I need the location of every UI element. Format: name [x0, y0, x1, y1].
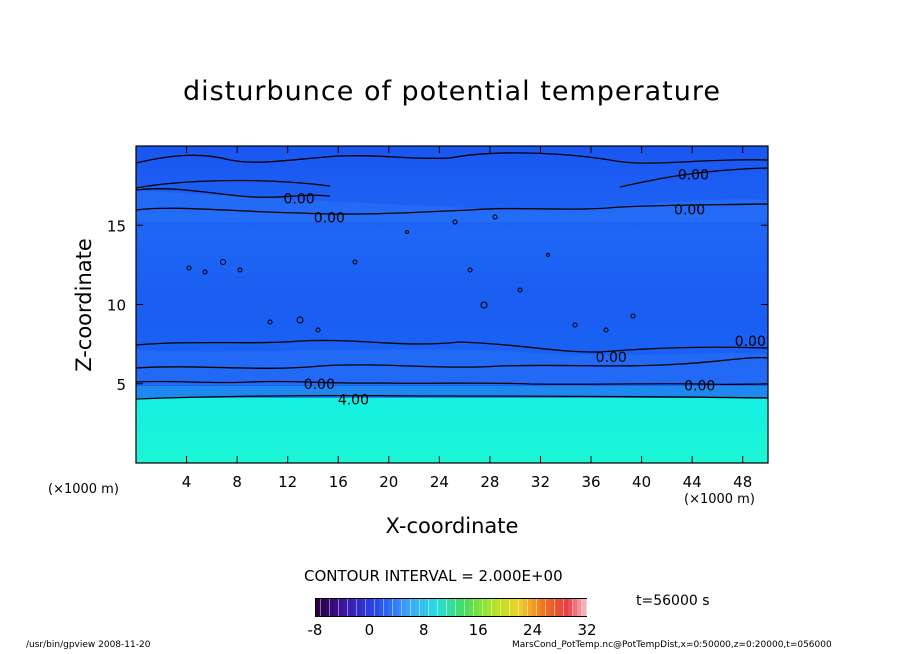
x-tick-label-7: 32 — [531, 473, 550, 491]
colorbar-tick-label-4: 24 — [523, 621, 543, 639]
colorbar — [315, 598, 587, 617]
x-tick-label-0: 4 — [182, 473, 192, 491]
contour-lines — [136, 152, 768, 400]
x-tick-label-9: 40 — [632, 473, 651, 491]
contour-interval-label: CONTOUR INTERVAL = 2.000E+00 — [304, 567, 563, 585]
x-axis-label: X-coordinate — [385, 514, 519, 538]
x-tick-label-8: 36 — [581, 473, 600, 491]
x-tick-label-3: 16 — [329, 473, 348, 491]
contour-label-3: 0.00 — [674, 202, 705, 218]
footer-left: /usr/bin/gpview 2008-11-20 — [26, 640, 151, 650]
colorbar-tick-label-3: 16 — [468, 621, 488, 639]
time-label: t=56000 s — [636, 593, 710, 609]
contour-label-group: 0.000.000.000.000.000.000.00 0.004.00 — [283, 168, 765, 409]
y-axis: 5 10 15 — [107, 217, 768, 394]
x-tick-label-2: 12 — [278, 473, 297, 491]
y-axis-label: Z-coordinate — [72, 238, 96, 372]
contour-label-7: 0.00 — [684, 378, 715, 394]
y-tick-label-0: 5 — [116, 376, 126, 394]
colorbar-tick-label-1: 0 — [364, 621, 375, 639]
colorbar-tick-label-2: 8 — [419, 621, 429, 639]
contour-label-6: 0.00 — [304, 377, 335, 393]
y-axis-unit: (×1000 m) — [48, 482, 119, 497]
contour-label-0: 0.00 — [283, 191, 314, 207]
contour-blobs — [186, 214, 636, 333]
y-tick-label-1: 10 — [107, 297, 126, 315]
chart-title: disturbunce of potential temperature — [183, 76, 721, 107]
colorbar-cell — [581, 599, 587, 616]
contour-label-5: 0.00 — [596, 350, 627, 366]
transition-band — [136, 386, 768, 398]
contour-label-4: 0.00 — [735, 334, 766, 350]
x-tick-label-1: 8 — [232, 473, 242, 491]
contour-label-1: 0.00 — [314, 210, 345, 226]
contour-label-2: 0.00 — [678, 168, 709, 184]
footer-right: MarsCond_PotTemp.nc@PotTempDist,x=0:5000… — [512, 640, 832, 650]
colorbar-tick-label-5: 32 — [577, 621, 597, 639]
upper-band — [136, 190, 768, 222]
x-axis-unit: (×1000 m) — [684, 492, 755, 507]
y-tick-label-2: 15 — [107, 217, 126, 235]
x-tick-label-10: 44 — [683, 473, 702, 491]
contour-label-8: 4.00 — [338, 393, 369, 409]
x-tick-label-6: 28 — [480, 473, 499, 491]
x-tick-label-4: 20 — [379, 473, 398, 491]
x-tick-label-5: 24 — [430, 473, 449, 491]
x-tick-label-11: 48 — [733, 473, 752, 491]
lower-field — [136, 398, 768, 463]
colorbar-tick-label-0: -8 — [307, 621, 323, 639]
x-axis: 4 8 12 16 20 24 28 32 36 40 44 48 — [182, 146, 752, 491]
